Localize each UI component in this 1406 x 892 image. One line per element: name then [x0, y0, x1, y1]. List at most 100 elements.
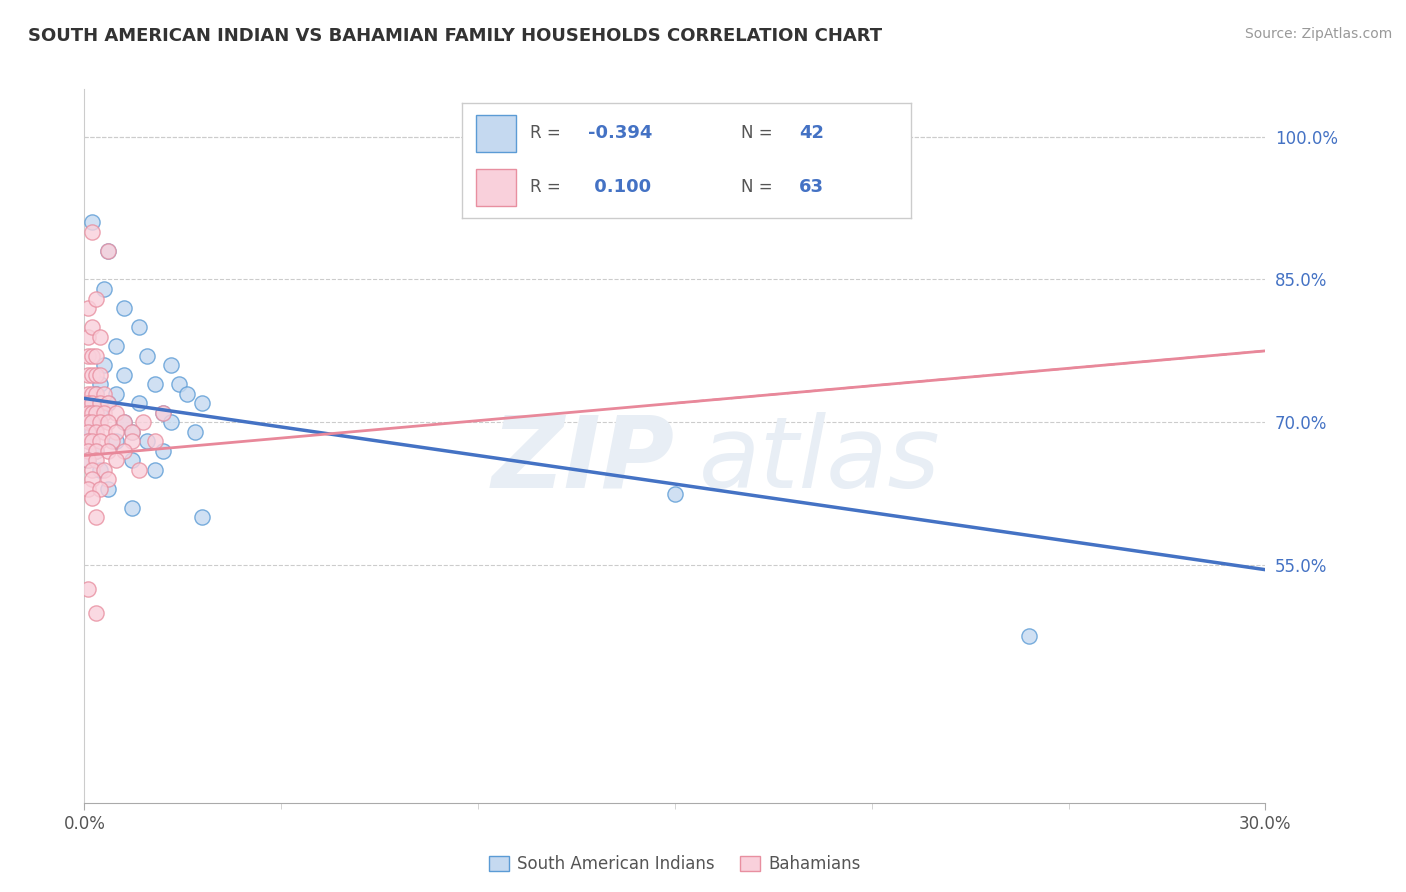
Point [77, 396, 100, 410]
Point [121, 425, 143, 439]
Point [664, 486, 686, 500]
Point [84, 292, 107, 306]
Point [89, 482, 111, 496]
Point [89, 463, 111, 477]
Point [82, 472, 104, 486]
Point [82, 215, 104, 229]
Point [112, 301, 135, 315]
Point [1018, 629, 1040, 643]
Point [93, 406, 115, 420]
Legend: South American Indians, Bahamians: South American Indians, Bahamians [482, 849, 868, 880]
Point [84, 443, 107, 458]
Point [128, 396, 150, 410]
Point [121, 453, 143, 467]
Text: atlas: atlas [699, 412, 941, 508]
Point [128, 320, 150, 334]
Point [84, 425, 107, 439]
Point [77, 329, 100, 343]
Point [82, 225, 104, 239]
Point [89, 406, 111, 420]
Text: SOUTH AMERICAN INDIAN VS BAHAMIAN FAMILY HOUSEHOLDS CORRELATION CHART: SOUTH AMERICAN INDIAN VS BAHAMIAN FAMILY… [28, 27, 882, 45]
Point [93, 358, 115, 372]
Text: Source: ZipAtlas.com: Source: ZipAtlas.com [1244, 27, 1392, 41]
Point [152, 406, 174, 420]
Point [84, 510, 107, 524]
Point [104, 406, 127, 420]
Point [104, 425, 127, 439]
Point [160, 358, 183, 372]
Point [77, 482, 100, 496]
Text: ZIP: ZIP [492, 412, 675, 508]
Point [93, 282, 115, 296]
Point [77, 406, 100, 420]
Point [121, 434, 143, 449]
Point [77, 301, 100, 315]
Point [121, 425, 143, 439]
Point [152, 406, 174, 420]
Point [136, 349, 159, 363]
Point [77, 368, 100, 382]
Point [82, 434, 104, 449]
Point [97, 244, 120, 258]
Point [104, 453, 127, 467]
Point [132, 415, 155, 429]
Point [84, 406, 107, 420]
Point [82, 406, 104, 420]
Point [112, 415, 135, 429]
Point [101, 434, 124, 449]
Point [84, 453, 107, 467]
Point [82, 425, 104, 439]
Point [77, 434, 100, 449]
Point [82, 396, 104, 410]
Point [84, 606, 107, 620]
Point [160, 415, 183, 429]
Point [77, 582, 100, 596]
Point [82, 349, 104, 363]
Point [104, 339, 127, 353]
Point [89, 377, 111, 392]
Point [89, 396, 111, 410]
Point [77, 425, 100, 439]
Point [167, 377, 190, 392]
Point [121, 500, 143, 515]
Point [143, 377, 166, 392]
Point [104, 434, 127, 449]
Point [82, 396, 104, 410]
Point [97, 482, 120, 496]
Point [112, 368, 135, 382]
Point [89, 329, 111, 343]
Point [136, 434, 159, 449]
Point [104, 386, 127, 401]
Point [84, 443, 107, 458]
Point [93, 425, 115, 439]
Point [82, 415, 104, 429]
Point [112, 415, 135, 429]
Point [152, 443, 174, 458]
Point [93, 463, 115, 477]
Point [77, 415, 100, 429]
Point [97, 415, 120, 429]
Point [97, 472, 120, 486]
Point [82, 368, 104, 382]
Point [82, 386, 104, 401]
Point [84, 349, 107, 363]
Point [97, 244, 120, 258]
Point [183, 425, 205, 439]
Point [143, 463, 166, 477]
Point [128, 463, 150, 477]
Point [82, 320, 104, 334]
Point [84, 386, 107, 401]
Point [89, 434, 111, 449]
Point [84, 386, 107, 401]
Point [77, 415, 100, 429]
Point [97, 396, 120, 410]
Point [77, 453, 100, 467]
Point [191, 510, 214, 524]
Point [191, 396, 214, 410]
Point [82, 463, 104, 477]
Point [176, 386, 198, 401]
Point [77, 434, 100, 449]
Point [97, 443, 120, 458]
Point [77, 443, 100, 458]
Point [97, 396, 120, 410]
